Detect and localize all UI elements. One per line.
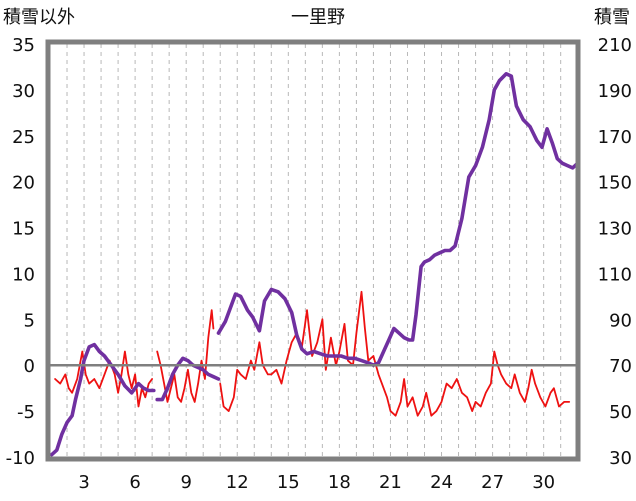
right-tick-label: 190 bbox=[598, 81, 632, 102]
right-tick-label: 130 bbox=[598, 219, 632, 240]
x-tick-label: 12 bbox=[226, 472, 249, 493]
right-tick-label: 70 bbox=[609, 356, 632, 377]
left-axis-title: 積雪以外 bbox=[3, 7, 75, 28]
snow-depth-line-1 bbox=[50, 342, 156, 457]
x-tick-label: 9 bbox=[180, 472, 191, 493]
right-tick-label: 90 bbox=[609, 310, 632, 331]
left-tick-label: 30 bbox=[12, 81, 35, 102]
x-tick-label: 27 bbox=[481, 472, 504, 493]
right-axis: 30 50 70 90 110 130 150 170 190 210 bbox=[598, 35, 632, 469]
left-tick-label: -5 bbox=[17, 402, 35, 423]
chart-title: 一里野 bbox=[291, 7, 345, 28]
right-tick-label: 50 bbox=[609, 402, 632, 423]
x-tick-label: 6 bbox=[129, 472, 140, 493]
left-axis: -10 -5 0 5 10 15 20 25 30 35 bbox=[6, 35, 35, 469]
temperature-line-3 bbox=[219, 290, 571, 417]
series-group bbox=[50, 72, 576, 457]
temperature-line-1 bbox=[54, 350, 153, 408]
right-tick-label: 30 bbox=[609, 448, 632, 469]
x-tick-label: 3 bbox=[78, 472, 89, 493]
plot-frame bbox=[45, 39, 581, 462]
right-tick-label: 150 bbox=[598, 173, 632, 194]
right-tick-label: 170 bbox=[598, 127, 632, 148]
x-tick-label: 18 bbox=[328, 472, 351, 493]
left-tick-label: 25 bbox=[12, 127, 35, 148]
right-tick-label: 210 bbox=[598, 35, 632, 56]
x-axis: 3 6 9 12 15 18 21 24 27 30 bbox=[78, 472, 555, 493]
left-tick-label: 15 bbox=[12, 219, 35, 240]
x-tick-label: 15 bbox=[277, 472, 300, 493]
x-tick-label: 21 bbox=[379, 472, 402, 493]
x-tick-label: 30 bbox=[532, 472, 555, 493]
right-axis-title: 積雪 bbox=[594, 7, 630, 28]
left-tick-label: 10 bbox=[12, 264, 35, 285]
x-tick-label: 24 bbox=[430, 472, 453, 493]
snow-depth-line-2 bbox=[155, 356, 221, 402]
left-tick-label: 5 bbox=[24, 310, 35, 331]
left-tick-label: -10 bbox=[6, 448, 35, 469]
left-tick-label: 20 bbox=[12, 173, 35, 194]
left-tick-label: 0 bbox=[24, 356, 35, 377]
left-tick-label: 35 bbox=[12, 35, 35, 56]
snow-depth-line-3 bbox=[216, 72, 576, 367]
right-tick-label: 110 bbox=[598, 264, 632, 285]
data-lines bbox=[50, 72, 576, 457]
